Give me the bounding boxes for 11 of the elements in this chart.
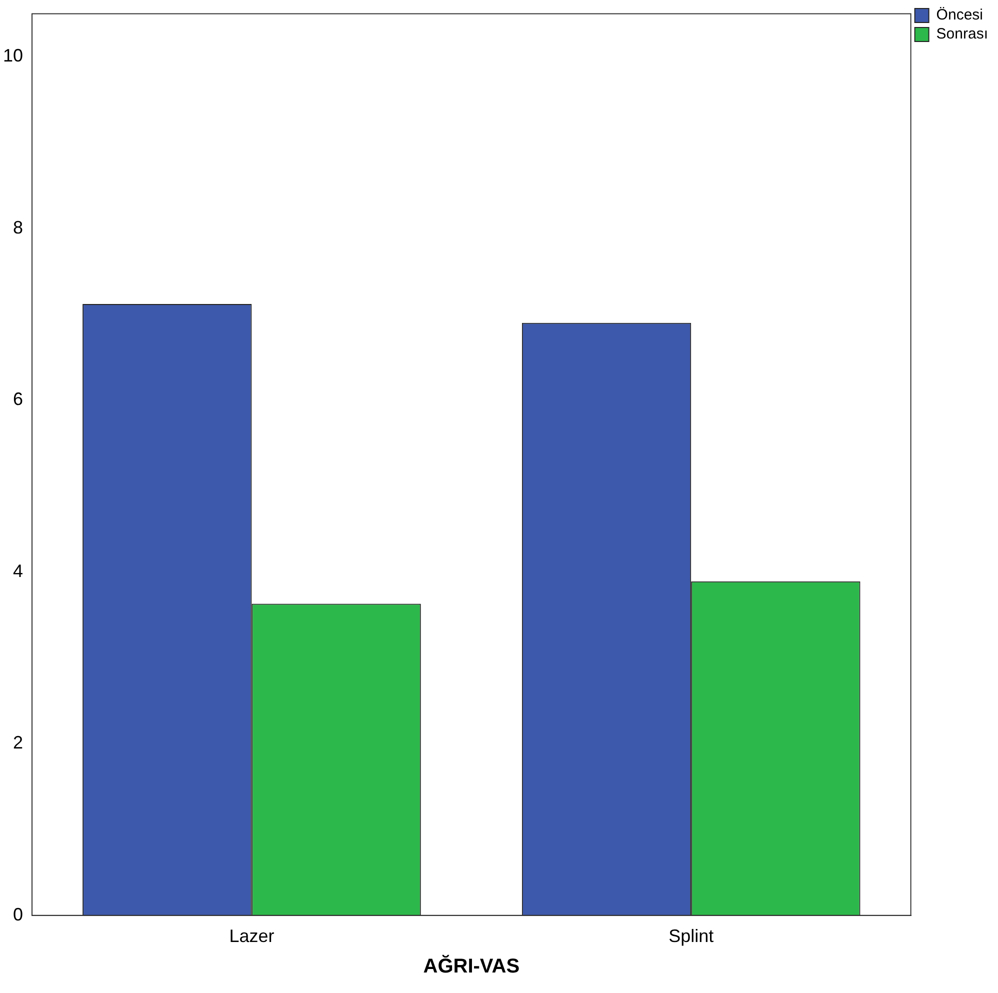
legend-label: Sonrası [936, 26, 988, 43]
x-tick-label: Splint [668, 926, 714, 946]
y-tick-label: 6 [13, 389, 24, 410]
y-tick-label: 4 [13, 560, 24, 581]
y-tick-label: 2 [13, 732, 24, 753]
x-tick-label: Lazer [229, 926, 274, 946]
y-tick-label: 8 [13, 217, 24, 238]
y-tick-label: 0 [13, 904, 24, 924]
legend-label: Öncesi [936, 6, 983, 24]
y-tick-label: 10 [2, 46, 24, 66]
x-axis-title: AĞRI-VAS [423, 954, 520, 978]
